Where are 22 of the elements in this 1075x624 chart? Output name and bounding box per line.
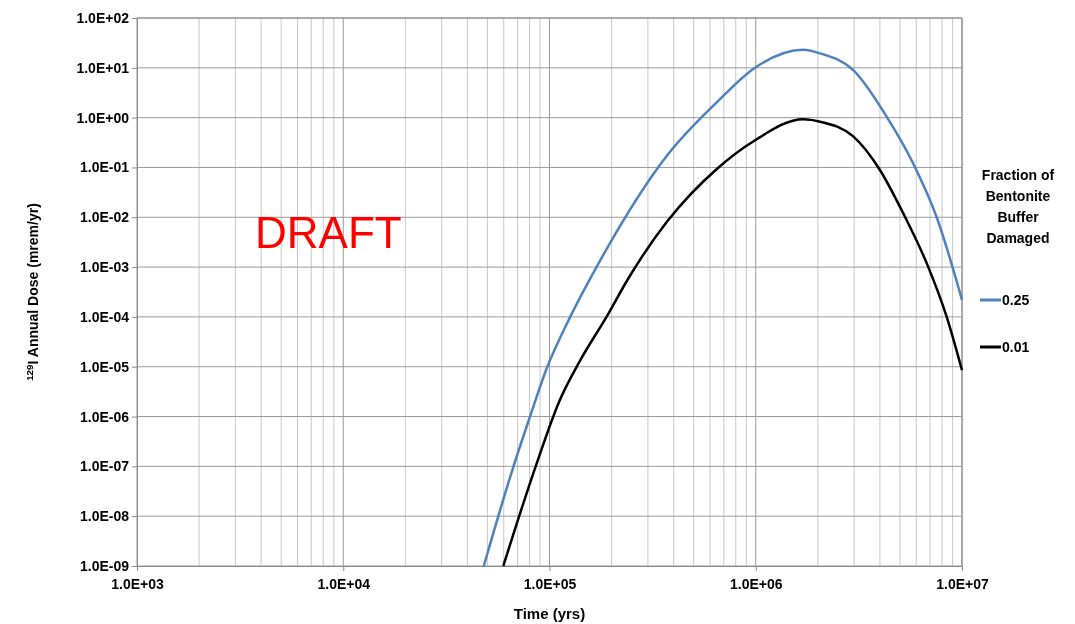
y-tick-label: 1.0E-04 (79, 308, 130, 325)
y-tick-label: 1.0E-06 (79, 408, 130, 425)
x-tick-label: 1.0E+05 (523, 576, 577, 593)
x-tick-label: 1.0E+04 (317, 576, 371, 593)
legend-label: 0.25 (1002, 291, 1030, 308)
y-tick-label: 1.0E-08 (79, 508, 130, 525)
annotation: DRAFT (255, 208, 402, 257)
y-tick-label: 1.0E-03 (79, 259, 130, 276)
y-tick-label: 1.0E+00 (76, 109, 130, 126)
y-tick-label: 1.0E-01 (79, 159, 130, 176)
x-tick-label: 1.0E+07 (936, 576, 989, 593)
y-tick-label: 1.0E+02 (76, 9, 130, 26)
legend-title: Fraction of Bentonite Buffer Damaged (981, 167, 1055, 246)
y-tick-label: 1.0E-05 (79, 358, 130, 375)
y-tick-label: 1.0E-07 (79, 458, 130, 475)
y-tick-label: 1.0E+01 (76, 59, 130, 76)
x-tick-label: 1.0E+06 (729, 576, 783, 593)
legend-label: 0.01 (1002, 338, 1030, 355)
y-tick-label: 1.0E-09 (79, 557, 130, 574)
x-tick-label: 1.0E+03 (111, 576, 164, 593)
y-tick-label: 1.0E-02 (79, 209, 130, 226)
x-axis-title: Time (yrs) (513, 605, 586, 622)
